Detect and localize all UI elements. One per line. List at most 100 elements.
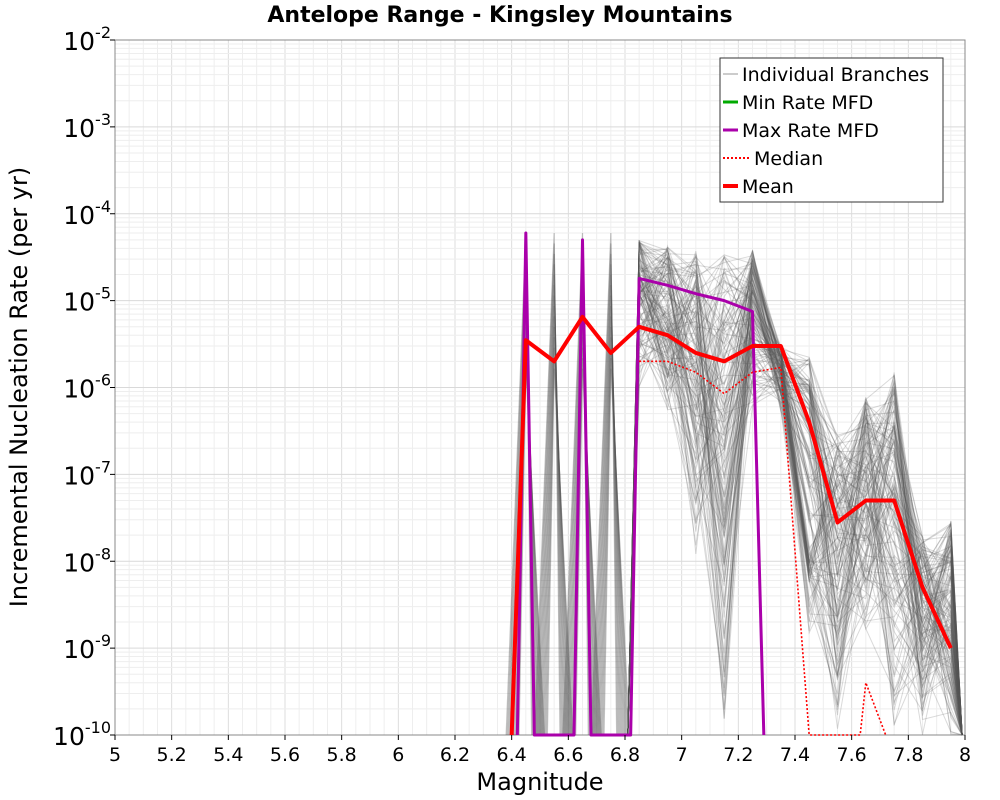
branch-line [627,276,963,736]
branch-line [627,257,963,736]
branch-spike [540,305,568,736]
branch-line [627,239,963,736]
branch-line [627,276,963,736]
x-tick-label: 6.8 [610,744,640,766]
branch-line [627,272,963,736]
x-tick-label: 7.8 [893,744,923,766]
branch-line [627,285,963,736]
branch-spike [597,305,625,736]
branch-line [627,259,963,736]
branch-line [627,268,963,736]
x-tick-label: 5.8 [327,744,357,766]
branch-spike [533,232,561,736]
branch-spike [596,295,624,736]
series-lines [509,231,953,737]
y-tick-label: 10-10 [53,718,111,751]
branch-line [627,280,963,736]
series-line-mean [509,314,953,736]
branch-line [627,277,963,736]
legend-label: Individual Branches [742,64,929,86]
branch-line [627,241,963,736]
branch-line [627,244,963,736]
branch-line [627,265,963,736]
branch-line [627,272,963,736]
branch-spike [541,316,569,736]
branch-spike [575,368,602,736]
y-tick-label: 10-3 [63,110,111,143]
branch-line [627,289,963,736]
x-axis-label: Magnitude [476,768,603,796]
grid [114,40,966,736]
branch-line [627,251,963,736]
branch-line [627,263,963,736]
branch-line [627,274,963,736]
branch-spike [546,368,574,736]
branch-line [627,241,963,736]
branch-line [627,260,963,736]
branch-line [627,309,963,736]
branch-line [627,309,963,736]
branch-line [627,262,963,736]
branch-line [627,256,963,736]
branch-spike [602,358,630,736]
branch-spike [536,264,564,736]
x-axis-ticks: 5 5.2 5.4 5.6 5.8 6 6.2 6.4 6.6 6.8 7 7.2 7.4 7.6 7.8 8 [109,735,971,766]
branch-spike [542,326,570,736]
branch-line [627,266,963,736]
branch-line [627,246,963,736]
legend-box [719,57,944,203]
branch-line [627,250,963,736]
x-tick-label: 5 [109,744,121,766]
x-tick-label: 6.2 [440,744,470,766]
x-tick-label: 8 [959,744,971,766]
branch-line [627,292,963,736]
branch-line [627,240,963,736]
branch-line [627,256,963,736]
branch-line [627,265,963,736]
branch-line [627,325,963,736]
branch-spike [601,347,629,736]
branch-spike [600,337,628,736]
branch-line [627,255,963,736]
branch-line [627,247,963,736]
branch-line [627,289,963,736]
branch-line [627,292,963,736]
branch-line [627,280,963,736]
x-tick-label: 7.6 [837,744,867,766]
legend-label: Median [754,148,823,170]
branch-line [627,255,963,736]
y-axis-label: Incremental Nucleation Rate (per yr) [5,167,33,607]
branch-line [627,291,963,736]
branch-line [627,249,963,736]
branch-line [627,337,963,736]
x-tick-label: 5.4 [213,744,243,766]
branch-line [627,244,963,736]
branch-line [627,306,963,736]
branch-line [627,248,963,736]
branch-line [627,267,963,736]
branch-line [627,249,963,736]
branch-line [627,239,963,736]
branch-spike [594,274,622,736]
branch-spike [537,274,565,736]
branch-line [627,265,963,736]
branch-line [627,280,963,736]
branch-line [627,270,963,736]
y-tick-label: 10-7 [63,457,111,490]
y-tick-label: 10-8 [63,544,111,577]
y-tick-label: 10-6 [63,371,111,404]
y-tick-label: 10-5 [63,284,111,317]
branch-spike [544,347,572,736]
branch-line [627,239,963,736]
branch-line [627,257,963,736]
branch-line [627,248,963,736]
branch-line [627,255,963,736]
branch-spike [599,326,627,736]
branch-line [627,250,963,736]
branch-line [627,290,963,736]
branch-line [627,249,963,736]
branch-line [627,262,963,736]
branch-line [627,242,963,736]
branch-spike [598,316,626,736]
x-tick-label: 5.6 [270,744,300,766]
